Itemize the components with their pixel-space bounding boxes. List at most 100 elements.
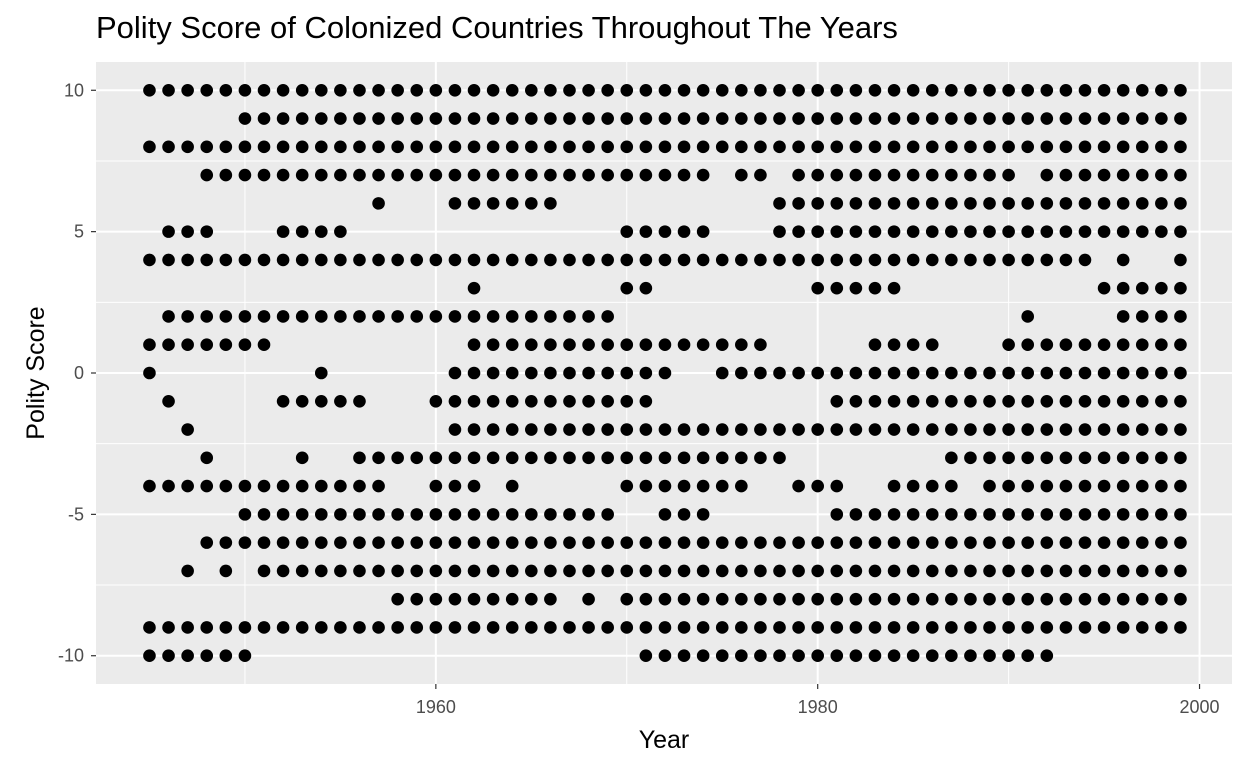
data-point (1021, 140, 1035, 154)
data-point (1040, 197, 1054, 210)
data-point (773, 83, 786, 97)
data-point (715, 140, 729, 154)
data-point (1135, 479, 1149, 493)
data-point (486, 592, 500, 606)
data-point (983, 621, 996, 634)
data-point (735, 112, 748, 125)
data-point (467, 168, 481, 182)
y-tick-label: 5 (74, 222, 84, 242)
data-point (983, 536, 996, 549)
data-point (467, 366, 481, 380)
data-point (696, 621, 710, 634)
data-point (563, 621, 576, 634)
data-point (525, 592, 538, 606)
data-point (410, 536, 424, 549)
data-point (773, 423, 786, 436)
data-point (773, 225, 786, 238)
data-point (735, 649, 748, 663)
data-point (486, 508, 500, 521)
data-point (754, 423, 767, 436)
data-point (505, 366, 519, 380)
data-point (715, 564, 729, 578)
data-point (811, 592, 824, 606)
data-point (448, 112, 462, 125)
data-point (849, 621, 863, 634)
data-point (887, 253, 901, 267)
data-point (830, 366, 844, 380)
data-point (715, 451, 729, 465)
data-point (754, 451, 767, 465)
data-point (181, 338, 194, 352)
data-point (925, 83, 939, 97)
data-point (563, 140, 576, 154)
data-point (505, 168, 519, 182)
data-point (486, 253, 500, 267)
data-point (983, 423, 996, 436)
data-point (429, 253, 443, 267)
data-point (983, 140, 996, 154)
data-point (429, 451, 443, 465)
data-point (1097, 197, 1111, 210)
data-point (1135, 310, 1149, 323)
data-point (372, 564, 385, 578)
data-point (754, 338, 767, 352)
data-point (964, 225, 977, 238)
data-point (792, 140, 805, 154)
data-point (773, 366, 786, 380)
data-point (658, 366, 672, 380)
data-point (257, 564, 271, 578)
data-point (906, 479, 920, 493)
data-point (200, 83, 214, 97)
data-point (238, 310, 252, 323)
data-point (353, 394, 366, 408)
data-point (1135, 394, 1149, 408)
data-point (1040, 479, 1054, 493)
data-point (314, 508, 328, 521)
data-point (200, 253, 214, 267)
data-point (448, 253, 462, 267)
data-point (849, 536, 863, 549)
data-point (162, 310, 175, 323)
data-point (925, 564, 939, 578)
data-point (257, 621, 271, 634)
data-point (1040, 225, 1054, 238)
data-point (1002, 592, 1015, 606)
data-point (1155, 451, 1168, 465)
data-point (658, 451, 672, 465)
data-point (582, 112, 595, 125)
data-point (467, 451, 481, 465)
data-point (906, 592, 920, 606)
data-point (754, 564, 767, 578)
data-point (735, 564, 748, 578)
data-point (696, 649, 710, 663)
data-point (448, 479, 462, 493)
data-point (1040, 621, 1054, 634)
data-point (257, 83, 271, 97)
data-point (887, 112, 901, 125)
data-point (582, 83, 595, 97)
data-point (964, 592, 977, 606)
data-point (1174, 140, 1187, 154)
data-point (1135, 338, 1149, 352)
data-point (1116, 423, 1130, 436)
data-point (429, 310, 443, 323)
data-point (486, 168, 500, 182)
data-point (563, 394, 576, 408)
data-point (429, 479, 443, 493)
data-point (238, 253, 252, 267)
data-point (868, 168, 882, 182)
data-point (181, 225, 194, 238)
data-point (1021, 253, 1035, 267)
data-point (1174, 310, 1187, 323)
data-point (372, 508, 385, 521)
data-point (372, 112, 385, 125)
data-point (1078, 83, 1092, 97)
data-point (372, 536, 385, 549)
data-point (563, 564, 576, 578)
data-point (696, 112, 710, 125)
data-point (1097, 225, 1111, 238)
data-point (1135, 281, 1149, 295)
data-point (715, 423, 729, 436)
data-point (868, 621, 882, 634)
data-point (906, 536, 920, 549)
